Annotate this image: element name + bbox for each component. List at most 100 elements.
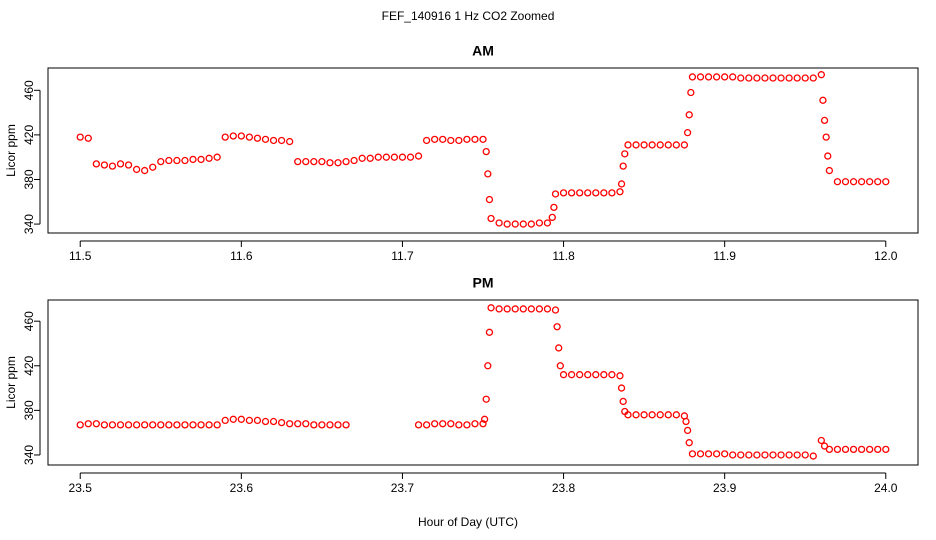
point [753, 74, 761, 82]
point [822, 133, 830, 141]
point [165, 421, 173, 429]
point [761, 451, 769, 459]
point [334, 159, 342, 167]
point [801, 74, 809, 82]
point [617, 180, 626, 188]
point [785, 451, 793, 459]
point [269, 417, 278, 426]
point [648, 411, 656, 419]
point [584, 189, 592, 197]
point [157, 157, 165, 166]
point [849, 178, 858, 186]
point [682, 417, 690, 426]
point [213, 153, 221, 161]
point [712, 73, 721, 81]
point [656, 141, 664, 149]
point [535, 305, 544, 313]
point [261, 417, 270, 426]
point [704, 73, 713, 81]
point [624, 411, 632, 419]
point [165, 156, 173, 165]
point [350, 156, 358, 165]
point [116, 421, 125, 429]
point [619, 397, 627, 406]
point [683, 129, 692, 137]
point [495, 305, 503, 313]
point [221, 133, 229, 141]
point [825, 166, 834, 175]
point [116, 160, 125, 168]
point [173, 156, 181, 165]
point [712, 450, 721, 458]
point [688, 73, 697, 81]
point [277, 136, 286, 145]
point [245, 416, 254, 425]
point [463, 421, 471, 429]
point [189, 155, 197, 164]
point [687, 88, 695, 97]
point [132, 165, 141, 174]
point [100, 161, 109, 169]
point [205, 154, 213, 162]
x-tick-label: 11.7 [391, 249, 414, 263]
x-tick-label: 23.5 [69, 481, 93, 495]
point [495, 219, 503, 227]
point [237, 132, 245, 140]
y-tick-label: 460 [22, 311, 36, 331]
point [556, 362, 564, 370]
point [819, 96, 827, 104]
point [882, 445, 890, 454]
point [326, 159, 334, 167]
point [431, 420, 439, 428]
point [229, 415, 237, 423]
point [640, 411, 648, 419]
point [527, 220, 535, 228]
y-tick-label: 460 [22, 80, 36, 100]
point [326, 421, 334, 429]
point [769, 451, 777, 459]
point [745, 451, 753, 459]
point [624, 141, 632, 149]
point [841, 178, 850, 186]
point [503, 220, 511, 228]
point [414, 421, 423, 429]
y-tick-label: 420 [22, 355, 36, 375]
point [149, 421, 157, 429]
point [621, 150, 629, 158]
point [269, 136, 278, 145]
point [181, 421, 189, 429]
point [753, 451, 761, 459]
point [277, 418, 286, 427]
panel-title: AM [472, 43, 494, 59]
point [463, 135, 471, 144]
point [640, 141, 648, 149]
point [820, 442, 829, 450]
point [857, 445, 866, 454]
point [422, 421, 431, 429]
x-axis-label: Hour of Day (UTC) [418, 515, 518, 529]
y-tick-label: 380 [22, 400, 36, 420]
y-tick-label: 380 [22, 169, 36, 189]
point [92, 420, 100, 428]
point [390, 153, 399, 161]
point [108, 162, 117, 170]
panel-title: PM [473, 275, 494, 291]
point [761, 74, 769, 82]
point [471, 135, 479, 144]
y-axis-label: Licor ppm [4, 124, 18, 177]
point [632, 411, 640, 419]
point [801, 451, 809, 459]
point [484, 362, 492, 370]
point [286, 137, 294, 146]
point [197, 421, 205, 429]
point [342, 421, 350, 429]
point [600, 371, 608, 379]
point [592, 189, 600, 197]
point [632, 141, 640, 149]
point [833, 445, 842, 454]
point [479, 420, 487, 428]
point [422, 136, 431, 145]
point [482, 395, 490, 403]
point [181, 156, 189, 165]
point [592, 371, 600, 379]
